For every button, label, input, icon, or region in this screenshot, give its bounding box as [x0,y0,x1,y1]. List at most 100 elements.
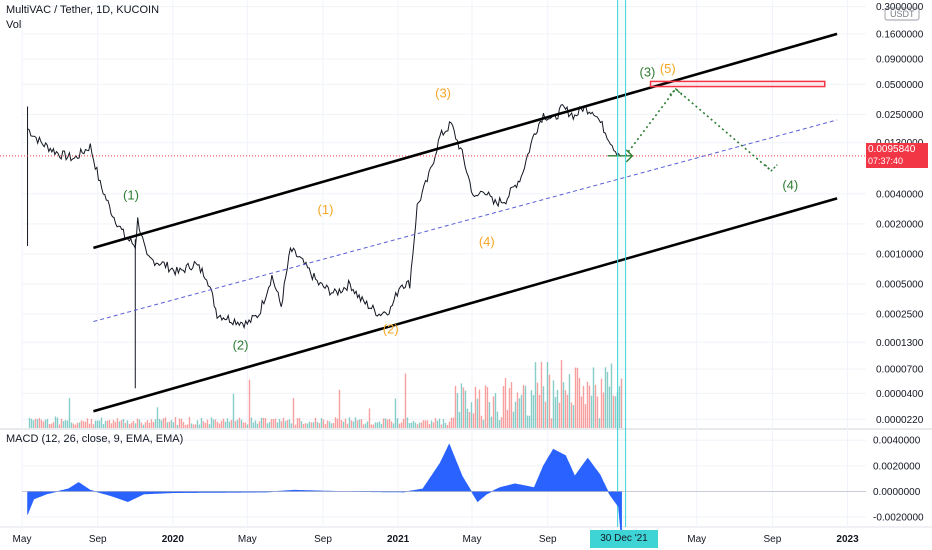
volume-bar [510,382,513,428]
volume-bar [446,424,449,428]
cursor-band [617,0,626,527]
volume-bar [356,420,359,428]
volume-bar [338,389,341,428]
volume-bar [478,389,481,428]
volume-bar [42,421,45,428]
volume-bar [310,422,313,428]
volume-bar [482,419,485,428]
macd-tick-label: 0.0040000 [873,436,921,447]
volume-bar [498,420,501,428]
volume-bar [320,418,323,428]
volume-bar [186,424,189,428]
volume-bar [196,420,199,428]
price-tick-label: 0.0000700 [876,365,924,376]
volume-bar [524,385,527,428]
volume-bar [96,420,99,428]
volume-bar [366,421,369,428]
volume-bar [582,385,585,428]
volume-bar [458,412,461,428]
volume-bar [580,396,583,428]
volume-bar [230,419,233,428]
volume-bar [590,395,593,428]
time-tick-label: May [13,534,32,545]
volume-bar [416,424,419,428]
volume-bar [184,424,187,428]
volume-bar [222,418,225,428]
volume-bar [274,418,277,428]
channel-mid-line [93,119,838,323]
volume-bar [242,422,245,428]
volume-bar [512,411,515,428]
volume-bar [340,420,343,428]
wave-label: (1) [318,202,334,217]
volume-bar [470,402,473,428]
volume-bar [472,413,475,428]
volume-bar [556,389,559,428]
volume-bar [384,418,387,428]
volume-bar [28,417,31,428]
volume-bar [228,421,231,428]
volume-bar [386,419,389,428]
price-tick-label: 0.0005000 [876,279,924,290]
volume-bar [204,422,207,428]
volume-bar [156,407,159,428]
volume-bar [130,422,133,428]
volume-bar [200,417,203,428]
volume-bar [534,362,537,428]
wave-label: (3) [640,64,656,79]
volume-bar [250,417,253,428]
volume-bar [158,418,161,428]
volume-bar [462,387,465,428]
volume-bar [210,417,213,428]
volume-bar [160,420,163,428]
volume-bar [86,418,89,428]
volume-bar [360,419,363,428]
volume-bar [568,374,571,428]
volume-bar [474,386,477,428]
volume-bar [554,397,557,428]
volume-bar [364,423,367,428]
volume-bar [404,373,407,428]
volume-bar [574,367,577,428]
volume-bar [212,419,215,428]
volume-bar [560,360,563,428]
volume-bar [316,421,319,428]
volume-bar [552,380,555,428]
price-tick-label: 0.0500000 [876,80,924,91]
volume-bar [600,378,603,428]
volume-bar [398,423,401,428]
wave-label: (5) [660,61,676,76]
macd-tick-label: -0.0020000 [873,513,924,524]
volume-bar [198,424,201,428]
volume-bar [262,417,265,428]
volume-bar [144,422,147,428]
volume-bar [452,417,455,428]
volume-bar [104,420,107,428]
volume-bar [490,416,493,428]
current-price-tag: 0.0095840 [866,143,928,156]
price-tick-label: 0.0000220 [876,415,924,426]
volume-bar [426,420,429,428]
volume-bar [132,420,135,428]
time-tick-label: Sep [89,534,107,545]
volume-bar [174,417,177,428]
volume-bar [550,418,553,428]
macd-tick-label: 0.0000000 [873,487,921,498]
grid-layer [0,0,932,528]
target-zone-box [649,80,826,88]
volume-bar [300,421,303,428]
volume-bar [548,374,551,428]
volume-label: Vol [6,19,22,31]
volume-bar [348,417,351,428]
volume-bar [284,421,287,428]
volume-bar [596,396,599,428]
volume-bar [328,421,331,428]
time-tick-label: Sep [539,534,557,545]
volume-bar [536,382,539,428]
time-tick-label: May [463,534,482,545]
volume-bar [576,367,579,428]
volume-bar [424,420,427,428]
volume-bar [406,417,409,428]
volume-bar [102,424,105,428]
